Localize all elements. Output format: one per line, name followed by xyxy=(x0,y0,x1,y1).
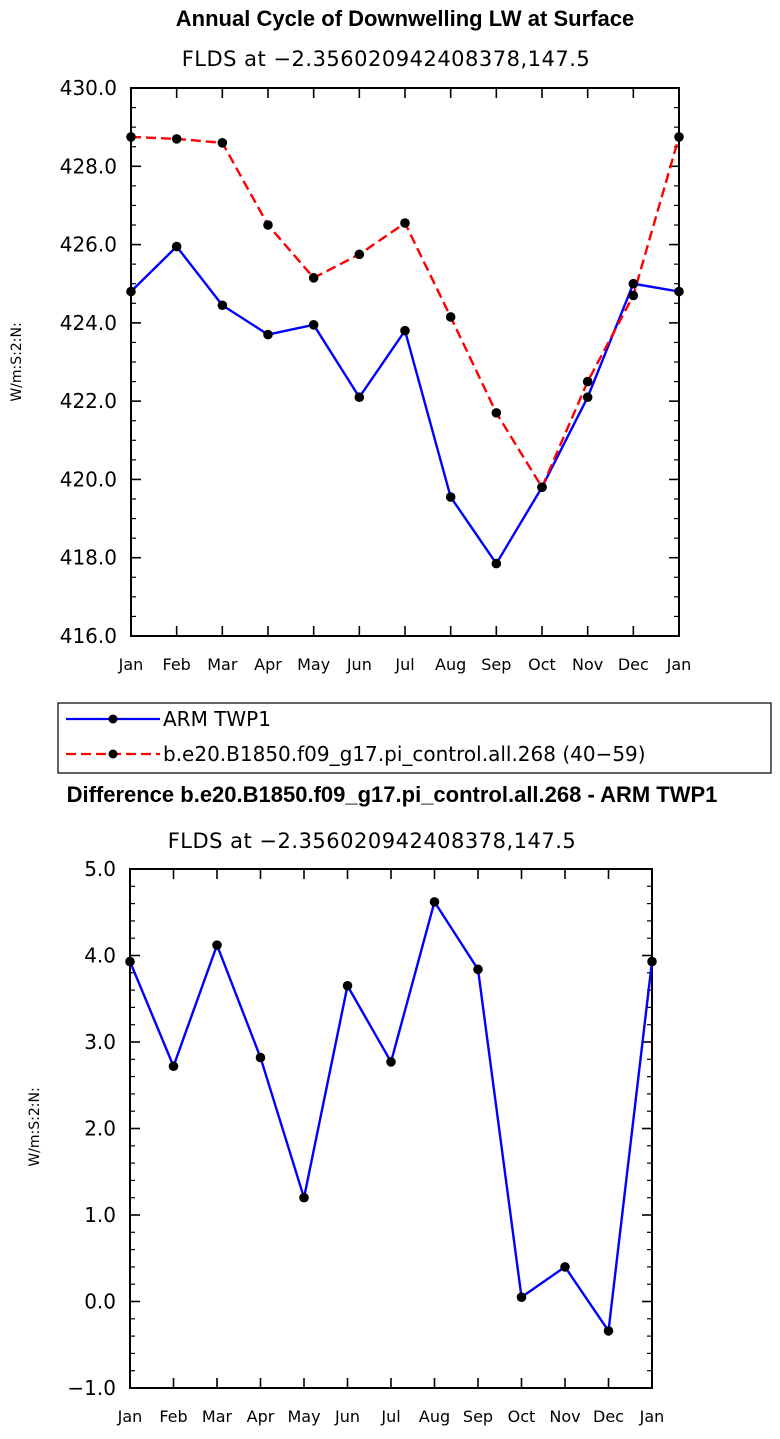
chart1-series-2-point xyxy=(537,482,547,493)
chart1-xtick-label: May xyxy=(297,655,330,674)
chart2-series-1-point xyxy=(647,956,657,967)
chart1-xtick-label: Feb xyxy=(163,655,191,674)
chart1-series-2-point xyxy=(582,376,593,387)
chart1-series-2-point xyxy=(628,290,639,301)
chart1-ytick-label: 422.0 xyxy=(60,389,117,413)
legend: ARM TWP1 b.e20.B1850.f09_g17.pi_control.… xyxy=(57,702,772,774)
chart1-series-1-point xyxy=(628,278,639,289)
chart2-xtick-label: Dec xyxy=(593,1407,624,1426)
chart1-series-1-point xyxy=(171,241,182,252)
chart2-series-1-point xyxy=(560,1262,570,1272)
chart1-xtick-label: Aug xyxy=(435,655,466,674)
chart2-xtick-label: Jan xyxy=(639,1407,665,1426)
chart2-xtick-label: Jun xyxy=(334,1407,360,1426)
chart2-plot-frame xyxy=(129,868,653,1389)
chart2-ytick-label: 5.0 xyxy=(84,857,116,881)
chart1-ylabel: W/m:S:2:N: xyxy=(9,322,25,401)
chart1-xtick-label: Oct xyxy=(528,655,556,674)
chart2-series-1-point xyxy=(342,980,353,991)
chart1-subtitle: FLDS at −2.356020942408378,147.5 xyxy=(182,47,591,71)
chart2-xtick-label: Sep xyxy=(463,1407,493,1426)
legend-marker-model xyxy=(108,749,118,759)
chart2-series-line-1 xyxy=(128,900,654,1333)
chart1-series-2-point xyxy=(400,218,410,228)
chart2-xtick-label: Apr xyxy=(247,1407,275,1426)
chart1-ytick-label: 416.0 xyxy=(60,624,117,648)
chart2-subtitle: FLDS at −2.356020942408378,147.5 xyxy=(168,829,577,853)
chart2-series-1-point xyxy=(212,940,222,950)
legend-label-model: b.e20.B1850.f09_g17.pi_control.all.268 (… xyxy=(163,742,646,766)
chart1-ytick-label: 418.0 xyxy=(60,546,117,570)
chart1-series-1-point xyxy=(217,300,228,311)
chart1-ytick-label: 430.0 xyxy=(60,76,117,100)
chart1-xtick-label: Jul xyxy=(394,655,414,674)
chart2-series-1-point xyxy=(299,1192,309,1203)
chart2-plot: −1.0 0.0 1.0 2.0 3.0 4.0 5.0 Jan Feb Mar Apr May Jun… xyxy=(67,857,664,1426)
chart1-series-1-point xyxy=(126,286,136,297)
chart1-xtick-label: Jun xyxy=(346,655,372,674)
chart1-ytick-label: 420.0 xyxy=(60,467,117,491)
chart1-title: Annual Cycle of Downwelling LW at Surfac… xyxy=(176,6,634,31)
chart1-series-2-point xyxy=(263,220,273,230)
chart1-xtick-label: Apr xyxy=(254,655,282,674)
chart1-series-2-point xyxy=(445,312,456,322)
chart1-series-2-point xyxy=(354,249,365,260)
chart1-series-2-point xyxy=(674,132,684,142)
chart2-ytick-label: 3.0 xyxy=(84,1030,116,1054)
chart1-series-1-point xyxy=(491,558,502,569)
chart1-xtick-label: Jan xyxy=(118,655,144,674)
chart1-series-line-2 xyxy=(130,135,681,489)
chart1-series-2-point xyxy=(491,408,502,418)
chart1-series-2-point xyxy=(171,134,182,144)
chart2-series-1-point xyxy=(516,1292,527,1302)
chart2-xtick-label: Jan xyxy=(117,1407,143,1426)
chart1-xtick-label: Jan xyxy=(666,655,692,674)
chart1-xtick-label: Mar xyxy=(207,655,238,674)
chart2-series-1-point xyxy=(386,1057,396,1067)
legend-marker-arm xyxy=(108,714,118,724)
chart2-series-1-point xyxy=(125,956,135,967)
chart2-xtick-label: May xyxy=(287,1407,320,1426)
chart1-ytick-label: 428.0 xyxy=(60,154,117,178)
chart1-series-1-point xyxy=(263,329,273,340)
legend-box xyxy=(57,702,772,774)
chart1-series-1-point xyxy=(354,392,365,403)
chart1-series-1-point xyxy=(400,325,410,336)
chart2-ytick-label: 2.0 xyxy=(84,1117,116,1141)
chart2-ytick-label: 1.0 xyxy=(84,1203,116,1227)
chart1-series-1-point xyxy=(674,286,684,297)
chart2-series-1-point xyxy=(603,1326,614,1336)
chart2-series-1-point xyxy=(429,897,440,907)
chart1-plot: 416.0 418.0 420.0 422.0 424.0 426.0 428.0 430.0… xyxy=(60,76,692,674)
chart2-title: Difference b.e20.B1850.f09_g17.pi_contro… xyxy=(67,782,718,807)
chart1-xtick-label: Nov xyxy=(572,655,603,674)
chart2-xtick-label: Feb xyxy=(159,1407,187,1426)
chart2-series-1-point xyxy=(473,964,483,975)
chart1-series-1-point xyxy=(308,320,319,330)
chart2-ytick-label: 4.0 xyxy=(84,944,116,968)
chart2-ytick-label: 0.0 xyxy=(84,1290,116,1314)
chart2-ytick-label: −1.0 xyxy=(67,1376,116,1400)
chart1-series-2-point xyxy=(126,132,136,142)
chart2-xtick-label: Aug xyxy=(419,1407,450,1426)
chart1-series-2-point xyxy=(308,273,319,283)
chart2-xtick-label: Nov xyxy=(549,1407,580,1426)
chart2-xtick-label: Oct xyxy=(508,1407,536,1426)
chart2-xtick-label: Mar xyxy=(202,1407,233,1426)
chart1-series-1-point xyxy=(582,392,593,403)
chart1-ytick-label: 424.0 xyxy=(60,311,117,335)
chart2-xtick-label: Jul xyxy=(380,1407,400,1426)
chart1-series-2-point xyxy=(217,138,228,148)
chart1-series-1-point xyxy=(445,492,456,502)
chart1-ytick-label: 426.0 xyxy=(60,233,117,257)
legend-label-arm: ARM TWP1 xyxy=(163,707,271,731)
chart2-series-1-point xyxy=(168,1061,179,1072)
chart2-series-1-point xyxy=(255,1052,266,1063)
chart2-ylabel: W/m:S:2:N: xyxy=(27,1087,43,1166)
chart1-xtick-label: Sep xyxy=(481,655,511,674)
chart1-series-line-1 xyxy=(130,245,680,565)
chart1-xtick-label: Dec xyxy=(618,655,649,674)
